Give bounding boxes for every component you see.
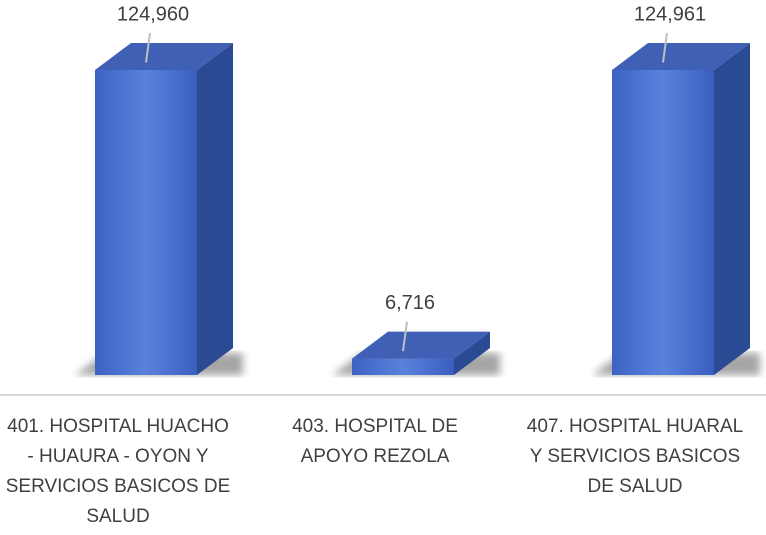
bar xyxy=(612,70,714,375)
bar xyxy=(95,70,197,375)
leader-line xyxy=(145,32,151,63)
bar xyxy=(352,358,454,375)
x-tick-label: 403. HOSPITAL DE APOYO REZOLA xyxy=(292,416,458,467)
bar-top xyxy=(352,331,490,359)
bar-top xyxy=(95,43,233,71)
data-label: 6,716 xyxy=(385,292,435,314)
data-label: 124,961 xyxy=(634,3,706,25)
bar-side xyxy=(714,43,750,375)
bar-top xyxy=(612,43,750,70)
data-label: 124,960 xyxy=(117,3,189,25)
bar-side xyxy=(454,331,490,375)
bar-side xyxy=(197,43,233,375)
leader-line xyxy=(402,321,408,352)
leader-line xyxy=(662,32,668,63)
x-tick-label: 401. HOSPITAL HUACHO - HUAURA - OYON Y S… xyxy=(5,416,231,527)
x-tick-label: 407. HOSPITAL HUARAL Y SERVICIOS BASICOS… xyxy=(526,416,744,497)
